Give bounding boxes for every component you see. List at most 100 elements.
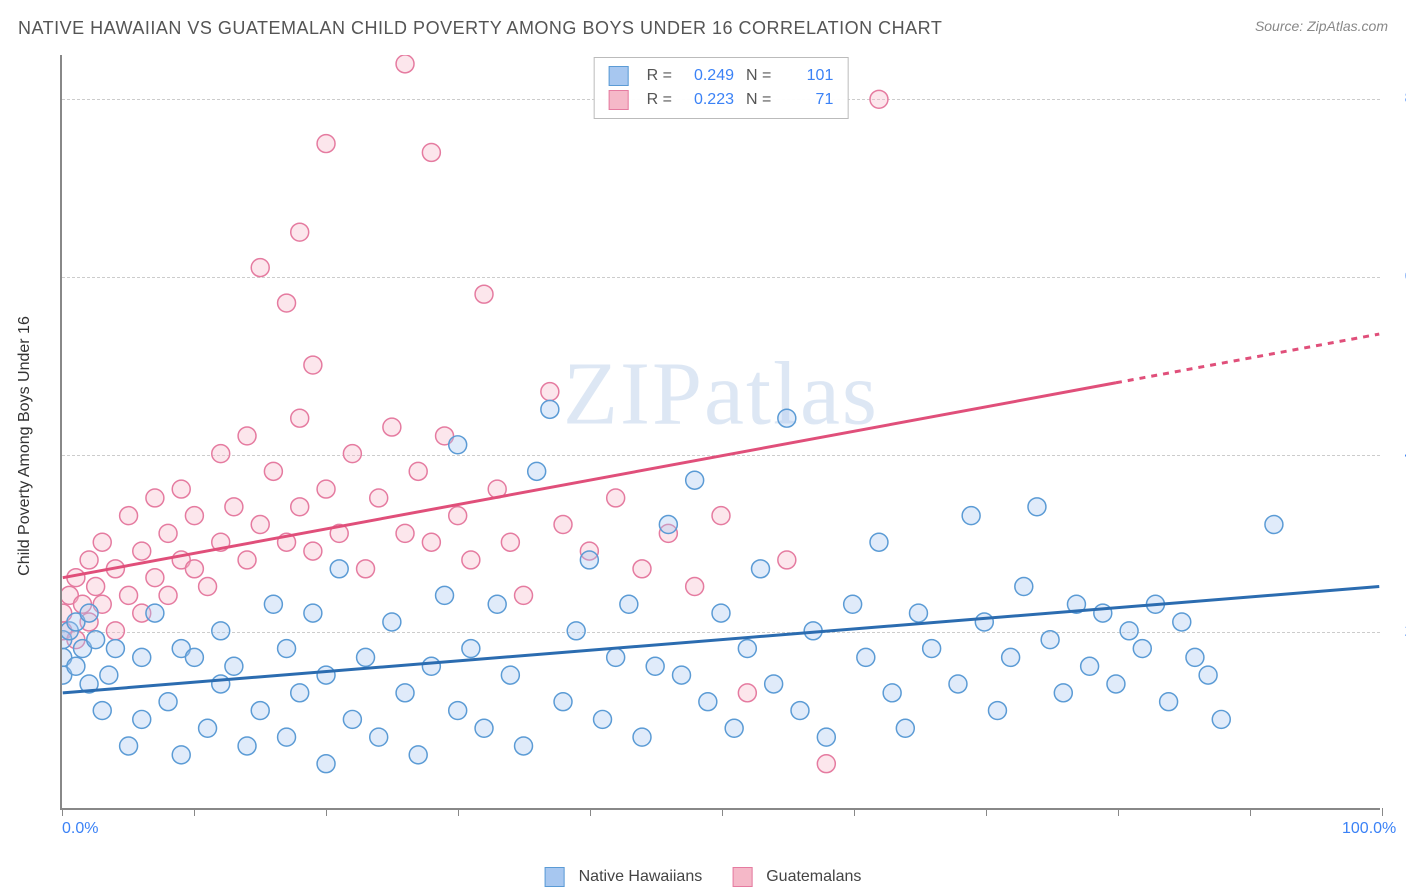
- stat-n-label: N =: [746, 88, 771, 112]
- data-point: [159, 524, 177, 542]
- data-point: [883, 684, 901, 702]
- data-point: [462, 640, 480, 658]
- data-point: [74, 640, 92, 658]
- data-point: [778, 551, 796, 569]
- data-point: [1067, 595, 1085, 613]
- stats-swatch-blue: [609, 66, 629, 86]
- x-tick-label: 0.0%: [62, 820, 98, 838]
- legend-swatch-blue: [545, 867, 565, 887]
- data-point: [264, 595, 282, 613]
- legend-label: Guatemalans: [766, 868, 861, 886]
- data-point: [278, 640, 296, 658]
- data-point: [501, 533, 519, 551]
- data-point: [278, 728, 296, 746]
- data-point: [67, 631, 85, 649]
- data-point: [67, 569, 85, 587]
- data-point: [896, 719, 914, 737]
- x-tick-label: 100.0%: [1342, 820, 1396, 838]
- legend-label: Native Hawaiians: [579, 868, 703, 886]
- data-point: [291, 409, 309, 427]
- data-point: [541, 383, 559, 401]
- x-tick: [722, 808, 723, 816]
- trend-line: [1116, 334, 1379, 383]
- data-point: [804, 622, 822, 640]
- data-point: [541, 400, 559, 418]
- data-point: [80, 604, 98, 622]
- data-point: [62, 622, 78, 640]
- data-point: [133, 710, 151, 728]
- data-point: [449, 702, 467, 720]
- stat-r-label: R =: [647, 64, 672, 88]
- data-point: [185, 560, 203, 578]
- data-point: [74, 595, 92, 613]
- data-point: [1160, 693, 1178, 711]
- x-tick: [1382, 808, 1383, 816]
- data-point: [844, 595, 862, 613]
- data-point: [62, 648, 72, 666]
- gridline: [62, 632, 1380, 633]
- data-point: [146, 604, 164, 622]
- data-point: [923, 640, 941, 658]
- y-tick-label: 20.0%: [1390, 623, 1406, 641]
- data-point: [370, 728, 388, 746]
- data-point: [291, 223, 309, 241]
- data-point: [752, 560, 770, 578]
- data-point: [106, 560, 124, 578]
- data-point: [185, 648, 203, 666]
- data-point: [251, 702, 269, 720]
- x-tick: [1118, 808, 1119, 816]
- x-tick: [854, 808, 855, 816]
- data-point: [159, 693, 177, 711]
- data-point: [199, 578, 217, 596]
- data-point: [580, 542, 598, 560]
- stats-swatch-pink: [609, 90, 629, 110]
- watermark: ZIPatlas: [563, 342, 879, 445]
- data-point: [396, 55, 414, 73]
- data-point: [172, 551, 190, 569]
- data-point: [607, 648, 625, 666]
- data-point: [238, 737, 256, 755]
- data-point: [212, 533, 230, 551]
- data-point: [330, 560, 348, 578]
- data-point: [212, 445, 230, 463]
- data-point: [857, 648, 875, 666]
- y-tick-label: 60.0%: [1390, 268, 1406, 286]
- data-point: [528, 462, 546, 480]
- data-point: [1081, 657, 1099, 675]
- x-tick: [62, 808, 63, 816]
- chart-title: NATIVE HAWAIIAN VS GUATEMALAN CHILD POVE…: [18, 18, 942, 39]
- data-point: [475, 285, 493, 303]
- data-point: [106, 622, 124, 640]
- data-point: [673, 666, 691, 684]
- data-point: [1186, 648, 1204, 666]
- data-point: [67, 657, 85, 675]
- stats-box: R = 0.249 N = 101 R = 0.223 N = 71: [594, 57, 849, 119]
- data-point: [238, 427, 256, 445]
- legend: Native Hawaiians Guatemalans: [545, 867, 862, 887]
- data-point: [436, 427, 454, 445]
- data-point: [712, 507, 730, 525]
- data-point: [1212, 710, 1230, 728]
- data-point: [607, 489, 625, 507]
- data-point: [120, 507, 138, 525]
- data-point: [1199, 666, 1217, 684]
- data-point: [554, 693, 572, 711]
- source-label: Source: ZipAtlas.com: [1255, 18, 1388, 34]
- data-point: [133, 648, 151, 666]
- data-point: [330, 524, 348, 542]
- data-point: [87, 578, 105, 596]
- data-point: [817, 755, 835, 773]
- data-point: [93, 533, 111, 551]
- data-point: [1041, 631, 1059, 649]
- data-point: [100, 666, 118, 684]
- data-point: [317, 135, 335, 153]
- data-point: [357, 648, 375, 666]
- data-point: [554, 516, 572, 534]
- data-point: [212, 622, 230, 640]
- y-tick-label: 80.0%: [1390, 90, 1406, 108]
- data-point: [317, 755, 335, 773]
- data-point: [975, 613, 993, 631]
- data-point: [422, 657, 440, 675]
- gridline: [62, 455, 1380, 456]
- data-point: [251, 259, 269, 277]
